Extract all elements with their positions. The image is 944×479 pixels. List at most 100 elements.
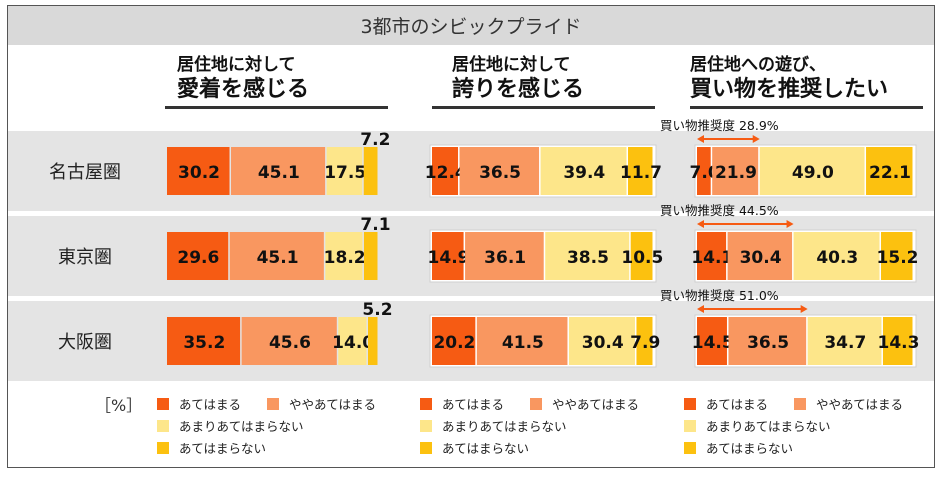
bar-segment-somewhat-agree [459,147,540,195]
bar-segment-somewhat-disagree [568,317,635,365]
row-label-tokyo: 東京圏 [58,247,112,268]
legend-label: あてはまらない [706,441,794,456]
data-label: 30.2 [178,163,220,183]
data-label: 29.6 [177,248,219,268]
data-label: 21.9 [715,163,757,183]
legend-swatch [420,397,432,410]
legend-item-somewhat-agree: ややあてはまる [530,394,639,413]
legend-item-somewhat-agree: ややあてはまる [267,394,376,413]
legend-label: あまりあてはまらない [179,419,304,434]
legend-label: ややあてはまる [816,397,904,412]
bar-segment-agree [432,147,459,195]
data-label: 41.5 [502,333,544,353]
data-label: 7.9 [630,333,660,353]
bar-segment-somewhat-disagree [759,147,865,195]
data-label: 30.4 [582,333,624,353]
data-label: 14.9 [428,248,470,268]
data-label: 36.5 [747,333,789,353]
legend-item-somewhat-disagree: あまりあてはまらない [420,416,567,435]
data-label: 36.1 [484,248,526,268]
bar-segment-somewhat-agree [727,232,793,280]
recommend-label: 買い物推奨度 51.0% [660,288,779,303]
data-label: 35.2 [183,333,225,353]
column-heading-line2: 買い物を推奨したい [690,77,889,102]
data-label: 49.0 [792,163,834,183]
legend-label: あてはまる [179,397,242,412]
column-rule [165,106,388,109]
data-label: 11.7 [620,163,662,183]
recommend-arrowhead-right [800,305,808,313]
row-label-osaka: 大阪圏 [58,332,112,353]
bar-segment-disagree [628,147,653,195]
data-label: 14.0 [332,333,374,353]
bar-segment-disagree [866,147,913,195]
data-label: 45.1 [258,163,300,183]
data-label: 39.4 [563,163,605,183]
column-rule [690,106,923,109]
column-heading-line1: 居住地への遊び、 [690,55,826,75]
legend-swatch [794,397,806,410]
legend-swatch [684,397,696,410]
bar-segment-disagree [636,317,653,365]
bar-segment-somewhat-disagree [326,147,363,195]
data-label: 7.1 [360,215,390,235]
data-label: 34.7 [824,333,866,353]
column-rule [432,106,655,109]
bar-segment-somewhat-agree [465,232,544,280]
bar-segment-agree [167,147,230,195]
legend-swatch [267,397,279,410]
column-heading-pride: 居住地に対して 誇りを感じる [452,54,584,104]
data-label: 45.6 [269,333,311,353]
data-label: 12.4 [425,163,467,183]
recommend-arrowhead-left [697,305,704,313]
legend-label: あてはまらない [179,441,267,456]
data-label: 5.2 [362,300,392,320]
bar-segment-somewhat-disagree [807,317,882,365]
recommend-arrowhead-right [786,220,794,228]
bar-segment-agree [432,317,476,365]
legend-swatch [530,397,542,410]
bar-segment-somewhat-disagree [545,232,630,280]
legend-item-somewhat-disagree: あまりあてはまらない [684,416,831,435]
legend-swatch [157,397,169,410]
bar-segment-somewhat-disagree [793,232,880,280]
bar-segment-agree [697,317,727,365]
bar-segment-disagree [882,317,913,365]
bar-segment-somewhat-agree [476,317,568,365]
recommend-arrowhead-right [752,135,760,143]
legend-item-somewhat-agree: ややあてはまる [794,394,903,413]
legend-item-disagree: あてはまらない [157,438,266,457]
data-label: 36.5 [479,163,521,183]
legend-swatch [684,419,696,432]
legend-label: あまりあてはまらない [442,419,567,434]
unit-label: ［%］ [95,396,143,415]
chart-title: 3都市のシビックプライド [8,6,934,45]
bar-segment-somewhat-agree [229,232,324,280]
legend-swatch [157,441,169,454]
legend-label: ややあてはまる [552,397,640,412]
legend-swatch [684,441,696,454]
bar-segment-somewhat-agree [712,147,759,195]
bar-segment-disagree [630,232,653,280]
bar-segment-somewhat-disagree [338,317,367,365]
data-label: 18.2 [324,248,366,268]
recommend-arrowhead-left [697,135,704,143]
bar-segment-disagree [363,147,378,195]
legend-item-disagree: あてはまらない [420,438,529,457]
data-label: 38.5 [567,248,609,268]
data-label: 14.1 [691,248,733,268]
column-heading-line1: 居住地に対して [177,55,296,75]
recommend-label: 買い物推奨度 28.9% [660,118,779,133]
column-heading-line1: 居住地に対して [452,55,571,75]
bar-segment-somewhat-agree [241,317,337,365]
bar-segment-agree [697,232,727,280]
data-label: 15.2 [877,248,919,268]
bar-segment-agree [167,232,229,280]
recommend-label: 買い物推奨度 44.5% [660,203,779,218]
bar-segment-somewhat-agree [231,147,326,195]
data-label: 22.1 [869,163,911,183]
bar-segment-somewhat-disagree [325,232,363,280]
legend-label: あてはまる [442,397,505,412]
bar-segment-disagree [881,232,913,280]
